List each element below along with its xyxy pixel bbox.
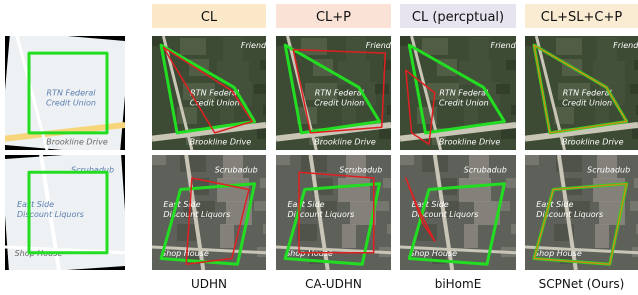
map-label: East Side: [536, 200, 573, 209]
map-label: Credit Union: [46, 99, 96, 108]
map-label: East Side: [163, 200, 200, 209]
texture: [525, 155, 539, 165]
texture: [342, 224, 356, 248]
texture: [375, 201, 389, 211]
texture: [180, 38, 206, 55]
map-label: Scrubadub: [587, 165, 630, 174]
column-header: CL (percptual): [412, 10, 504, 25]
texture: [595, 224, 609, 248]
map-label: Shop House: [409, 249, 457, 258]
map-label: Friends: [366, 41, 395, 50]
map-label: Brookline Drive: [46, 137, 108, 146]
column-header: CL: [201, 10, 218, 25]
texture: [257, 129, 277, 139]
image-panel: RTN Federal Credit Union Brookline Drive Fr…: [525, 36, 638, 150]
texture: [301, 38, 327, 55]
figure: CL CL+P CL (percptual) CL+SL+C+P UDHN CA-UDHN…: [0, 0, 638, 295]
map-label: Brookline Drive: [314, 137, 376, 146]
texture: [177, 224, 197, 241]
column-header: CL+P: [316, 10, 351, 25]
texture: [338, 178, 370, 202]
texture: [469, 37, 489, 61]
map-label: RTN Federal: [439, 88, 489, 97]
texture: [276, 155, 290, 165]
image-panel: RTN Federal Credit Union Brookline Drive Fr…: [400, 36, 543, 150]
map-label: Scrubadub: [464, 165, 507, 174]
texture: [634, 178, 638, 188]
texture: [556, 38, 582, 55]
texture: [338, 61, 370, 85]
map-label: Friends: [490, 41, 519, 50]
texture: [220, 224, 234, 248]
map-label: Shop House: [161, 249, 209, 258]
texture: [634, 60, 638, 70]
texture: [180, 155, 206, 172]
image-panel: RTN Federal Credit Union Brookline Drive Fr…: [276, 36, 419, 150]
texture: [464, 224, 478, 248]
texture: [632, 129, 638, 139]
map-label: East Side: [288, 200, 325, 209]
map-label: RTN Federal: [47, 88, 97, 97]
map-label: Friends: [241, 41, 270, 50]
map-label: Credit Union: [314, 99, 364, 108]
method-label: CA-UDHN: [305, 277, 362, 291]
map-label: Credit Union: [562, 99, 612, 108]
map-label: Scrubadub: [215, 165, 258, 174]
map-label: Credit Union: [439, 99, 489, 108]
method-label: biHomE: [435, 277, 482, 291]
map-label: Brookline Drive: [562, 137, 624, 146]
map-label: Shop House: [534, 249, 582, 258]
texture: [593, 178, 625, 202]
image-panel: ScrubadubEast SideDiscount LiquorsShop H…: [152, 155, 295, 270]
texture: [152, 155, 166, 165]
texture: [217, 178, 249, 202]
map-label: Shop House: [285, 249, 333, 258]
image-panel: ScrubadubEast SideDiscount LiquorsShop H…: [276, 155, 419, 270]
map-label: Scrubadub: [339, 165, 382, 174]
texture: [254, 84, 268, 94]
texture: [375, 84, 389, 94]
map-label: Brookline Drive: [439, 137, 501, 146]
texture: [379, 129, 399, 139]
texture: [297, 224, 317, 241]
texture: [459, 178, 491, 202]
texture: [346, 37, 366, 61]
method-label: UDHN: [191, 277, 227, 291]
texture: [254, 201, 268, 211]
texture: [422, 38, 448, 55]
texture: [177, 107, 197, 124]
texture: [630, 201, 638, 211]
texture: [496, 84, 510, 94]
method-label: SCPNet (Ours): [539, 277, 625, 291]
map-label: RTN Federal: [315, 88, 365, 97]
texture: [400, 155, 414, 165]
map-label: Discount Liquors: [17, 210, 84, 219]
map-label: Brookline Drive: [190, 137, 252, 146]
texture: [630, 84, 638, 94]
image-panel: ScrubadubEast SideDiscount LiquorsShop H…: [1, 151, 129, 274]
image-panel: RTN FederalCredit UnionBrookline DriveFr…: [152, 36, 295, 150]
map-label: East Side: [17, 200, 54, 209]
column-header: CL+SL+C+P: [541, 10, 623, 25]
map-label: RTN Federal: [563, 88, 613, 97]
image-panel: RTN Federal Credit Union Brookline Drive: [0, 31, 129, 155]
map-label: Friends: [613, 41, 638, 50]
texture: [501, 129, 521, 139]
